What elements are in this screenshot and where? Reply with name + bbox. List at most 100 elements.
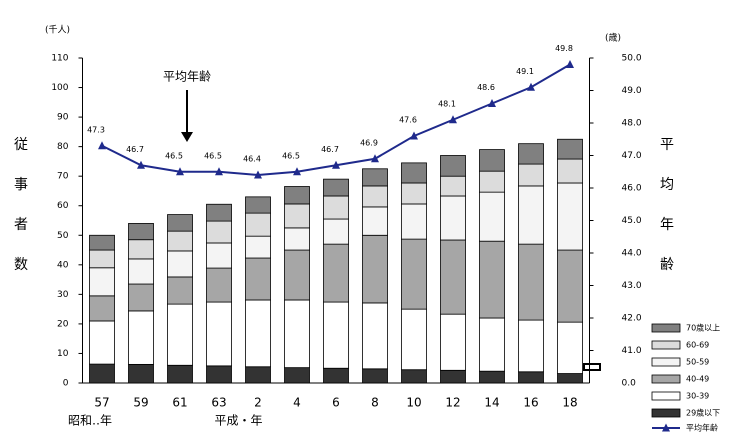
era-label: 昭和‥年 [68, 414, 112, 428]
value-label: 48.6 [477, 83, 495, 92]
y2-tick-label: 47.0 [622, 151, 642, 161]
bar-segment [479, 370, 505, 384]
bar-segment [89, 363, 115, 384]
bar-segment [245, 196, 271, 214]
value-label: 46.7 [321, 145, 339, 154]
x-tick-label: 10 [406, 396, 421, 410]
y2-break-label: 0.0 [622, 379, 637, 389]
y2-tick-label: 49.0 [622, 86, 642, 96]
line-marker [527, 82, 535, 91]
value-label: 49.1 [516, 67, 534, 76]
y2-tick-label: 46.0 [622, 184, 642, 194]
bar-segment [557, 373, 583, 384]
x-tick-label: 8 [371, 396, 379, 410]
y-tick-label: 50 [57, 231, 69, 241]
bar-segment [89, 295, 115, 322]
bar-segment [206, 365, 232, 384]
bar-segment [440, 155, 466, 177]
bar-segment [518, 143, 544, 165]
x-tick-label: 59 [133, 396, 148, 410]
line-marker [254, 170, 262, 179]
x-tick-label: 63 [211, 396, 226, 410]
legend-swatch [651, 323, 681, 333]
bar-segment [167, 364, 193, 384]
legend-swatch [651, 408, 681, 418]
bar-segment [284, 367, 310, 384]
y2-tick-label: 50.0 [622, 54, 642, 64]
legend-swatch [651, 391, 681, 401]
bar-segment [128, 239, 154, 260]
legend-swatch [651, 340, 681, 350]
line-marker [176, 167, 184, 176]
value-label: 46.7 [126, 145, 144, 154]
bar-segment [89, 234, 115, 251]
y2-unit-label: (歳) [605, 32, 621, 44]
y-tick-label: 90 [57, 113, 69, 123]
y-tick-label: 0 [63, 379, 69, 389]
line-marker [566, 60, 574, 68]
bar-segment [479, 191, 505, 242]
bar-segment [518, 319, 544, 373]
bar-segment [206, 242, 232, 269]
axis-title: 平均年齢 [660, 137, 674, 273]
y2-tick-label: 43.0 [622, 281, 642, 291]
y-unit-label: (千人) [45, 25, 70, 36]
bar-segment [323, 178, 349, 197]
line-marker [371, 154, 379, 163]
x-tick-label: 61 [172, 396, 187, 410]
bar-segment [440, 313, 466, 371]
bar-segment [206, 301, 232, 367]
bar-segment [284, 203, 310, 229]
y2-tick-label: 48.0 [622, 119, 642, 129]
legend-label: 50-59 [686, 358, 709, 367]
bar-segment [245, 212, 271, 237]
bar-segment [362, 185, 388, 208]
y-tick-label: 20 [57, 319, 69, 329]
x-tick-label: 14 [484, 396, 499, 410]
bar-segment [323, 218, 349, 245]
bar-segment [557, 321, 583, 374]
bar-segment [401, 162, 427, 184]
y-tick-label: 70 [57, 172, 69, 182]
bar-segment [479, 149, 505, 172]
bar-segment [440, 195, 466, 241]
bar-segment [167, 230, 193, 252]
bar-segment [401, 182, 427, 205]
bar-segment [518, 163, 544, 187]
line-marker [488, 99, 496, 107]
bar-segment [518, 243, 544, 321]
line-marker [449, 115, 457, 124]
value-label: 46.9 [360, 138, 378, 147]
bar-segment [323, 301, 349, 369]
bar-segment [167, 214, 193, 232]
x-tick-label: 16 [523, 396, 538, 410]
y2-tick-label: 45.0 [622, 216, 642, 226]
bar-segment [557, 158, 583, 184]
bar-segment [245, 299, 271, 368]
legend-label: 40-49 [686, 375, 709, 384]
bar-segment [89, 267, 115, 297]
x-tick-label: 18 [562, 396, 577, 410]
bar-segment [245, 366, 271, 384]
bar-segment [557, 182, 583, 251]
legend-label: 平均年齢 [686, 423, 718, 433]
value-label: 46.5 [204, 151, 222, 160]
bar-segment [284, 186, 310, 205]
line-marker [293, 167, 301, 176]
bar-segment [440, 175, 466, 197]
legend-marker [662, 423, 670, 432]
bar-segment [323, 195, 349, 220]
y-tick-label: 60 [57, 201, 69, 211]
bar-segment [245, 257, 271, 301]
bar-segment [557, 138, 583, 160]
bar-segment [362, 234, 388, 304]
bar-segment [167, 303, 193, 366]
bar-segment [284, 299, 310, 369]
bar-segment [167, 276, 193, 305]
bar-segment [401, 308, 427, 371]
bar-segment [362, 368, 388, 384]
bar-segment [557, 249, 583, 323]
bar-segment [89, 249, 115, 269]
line-marker [410, 131, 418, 140]
bar-segment [128, 363, 154, 384]
